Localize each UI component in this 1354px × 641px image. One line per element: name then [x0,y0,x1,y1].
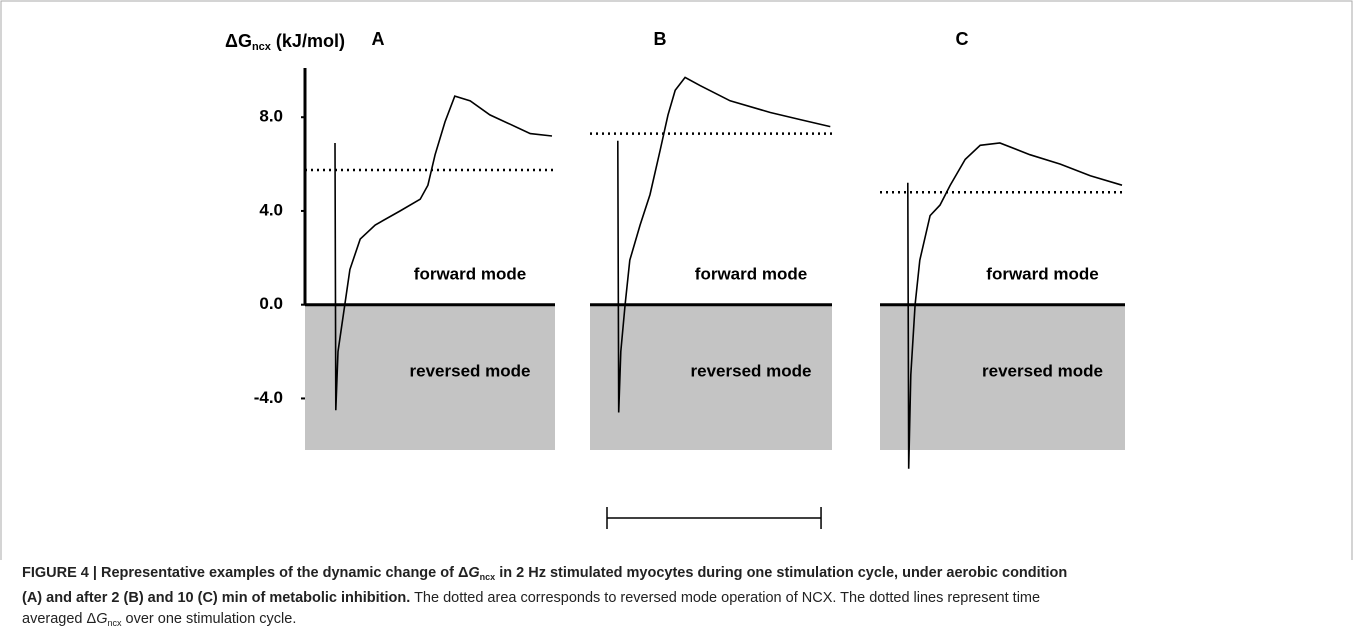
trace [334,95,553,411]
y-label-symbol: ΔG [225,31,252,51]
panel-title: A [372,29,385,49]
caption-text: G [96,611,108,627]
reversed-region [880,304,1125,450]
region-label: forward mode [986,264,1098,283]
caption-text: in 2 Hz stimulated myocytes during one s… [495,565,1068,581]
region-label: reversed mode [691,361,812,380]
panel-title: B [654,29,667,49]
region-label: reversed mode [410,361,531,380]
y-tick-label: 4.0 [259,200,283,219]
region-label: reversed mode [982,361,1103,380]
caption-text: G [468,565,480,581]
reversed-region [590,304,832,450]
y-tick-label: -4.0 [254,388,283,407]
y-axis-label: ΔGncx (kJ/mol) [225,31,345,53]
caption-line: averaged ΔGncx over one stimulation cycl… [22,609,1342,634]
trace [617,76,831,413]
caption-text: FIGURE 4 | Representative examples of th… [22,565,469,581]
caption-line: FIGURE 4 | Representative examples of th… [22,563,1342,588]
y-label-unit: (kJ/mol) [276,31,345,51]
caption-text: averaged Δ [22,611,97,627]
region-label: forward mode [695,264,807,283]
y-tick-label: 0.0 [259,294,283,313]
y-label-sub: ncx [252,41,272,53]
caption-line: (A) and after 2 (B) and 10 (C) min of me… [22,588,1342,609]
caption-text: (A) and after 2 (B) and 10 (C) min of me… [22,590,411,606]
trace [907,142,1123,469]
frame [0,0,1353,560]
reversed-region [305,304,555,450]
caption-text: The dotted area corresponds to reversed … [410,590,1041,606]
panel-title: C [956,29,969,49]
caption-text: ncx [479,572,496,582]
caption-text: ncx [107,618,122,628]
caption-text: over one stimulation cycle. [121,611,297,627]
caption: FIGURE 4 | Representative examples of th… [22,563,1342,634]
y-tick-label: 8.0 [259,107,283,126]
region-label: forward mode [414,264,526,283]
